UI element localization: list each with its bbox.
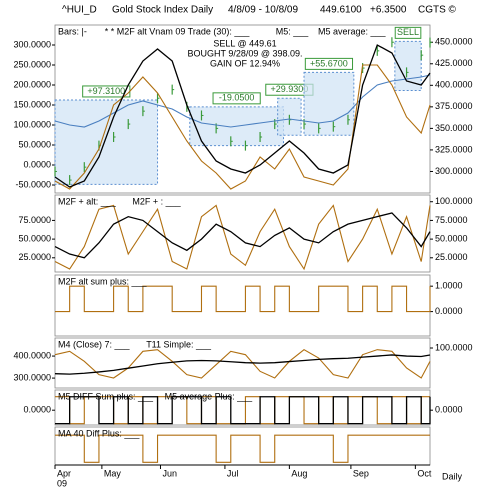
x-tick-label: Jul	[227, 468, 239, 478]
series-line	[55, 285, 431, 313]
y2-tick-label: 425.0000	[435, 58, 473, 68]
change: +6.3500	[370, 5, 407, 16]
trade-label: -19.0500	[219, 93, 255, 103]
trade-box	[54, 99, 159, 185]
y2-tick-label: 325.0000	[435, 144, 473, 154]
y2-tick-label: 25.0000	[435, 252, 468, 262]
y2-tick-label: 350.0000	[435, 123, 473, 133]
legend-label: M2F + : ___	[132, 196, 181, 206]
x-tick-label: May	[104, 468, 122, 478]
y-tick-label: 400.0000	[13, 350, 51, 360]
y-tick-label: 0.0000	[23, 159, 51, 169]
legend-label: Bars: |-	[58, 26, 87, 36]
note: BOUGHT 9/28/09 @ 398.09.	[187, 48, 302, 58]
trade-label-box	[212, 92, 261, 105]
panel	[54, 337, 431, 389]
y-tick-label: 150.0000	[13, 99, 51, 109]
y2-tick-label: 0.0000	[435, 306, 463, 316]
y2-tick-label: 300.0000	[435, 166, 473, 176]
series-line	[54, 74, 431, 128]
credit: CGTS ©	[418, 5, 457, 16]
y-tick-label: 50.0000	[18, 139, 51, 149]
y-tick-label: 0.0000	[23, 405, 51, 415]
series-line	[54, 44, 431, 188]
title: Gold Stock Index Daily	[112, 5, 213, 16]
y-tick-label: 300.0000	[13, 372, 51, 382]
x-tick-label: Aug	[291, 468, 307, 478]
x-tick-label: Sep	[353, 468, 369, 478]
y-tick-label: -50.0000	[15, 179, 51, 189]
trade-label-box	[394, 26, 422, 39]
x-year: 09	[57, 478, 67, 488]
legend-label: MA 40 Diff Plus: ___	[58, 428, 140, 438]
symbol: ^HUI_D	[62, 5, 97, 16]
trade-box	[303, 71, 355, 136]
y2-tick-label: 100.0000	[435, 342, 473, 352]
legend-label: M5 average: ___	[318, 26, 387, 36]
legend-label: M5 average Plus: ___	[165, 391, 254, 401]
legend-label: * * M2F alt Vnam 09 Trade (30): ___	[105, 26, 251, 36]
series-line	[54, 212, 431, 259]
y-tick-label: 50.0000	[18, 233, 51, 243]
legend-label: M5: ___	[276, 26, 310, 36]
y2-tick-label: 1.0000	[435, 281, 463, 291]
series-line	[55, 434, 430, 463]
trade-label-box	[304, 57, 354, 70]
series-line	[55, 396, 430, 425]
y-tick-label: 100.0000	[13, 119, 51, 129]
y-tick-label: 250.0000	[13, 59, 51, 69]
trade-label: SELL	[397, 27, 419, 37]
series-line	[54, 64, 431, 190]
series-line	[54, 349, 431, 379]
note: GAIN OF 12.94%	[210, 58, 280, 68]
trade-label: +29.9300	[270, 84, 308, 94]
y2-tick-label: 400.0000	[435, 80, 473, 90]
y2-tick-label: 100.0000	[435, 196, 473, 206]
y-tick-label: 200.0000	[13, 79, 51, 89]
panel	[54, 194, 431, 273]
legend-label: M2F alt sum plus: ___	[58, 276, 148, 286]
y2-tick-label: 50.0000	[435, 233, 468, 243]
legend-label: T11 Simple: ___	[146, 339, 212, 349]
note: SELL @ 449.61	[213, 38, 276, 48]
y-tick-label: 75.0000	[18, 215, 51, 225]
x-tick-label: Apr	[57, 468, 71, 478]
y2-tick-label: 0.0000	[435, 405, 463, 415]
trade-label: +97.3100	[87, 86, 125, 96]
y-tick-label: 300.0000	[13, 39, 51, 49]
y2-tick-label: 450.0000	[435, 37, 473, 47]
date-range: 4/8/09 - 10/8/09	[228, 5, 298, 16]
series-line	[55, 396, 431, 425]
x-tick-label: Oct	[417, 468, 432, 478]
legend-label: M2F + alt: ___	[58, 196, 117, 206]
legend-label: M5 DIFF Sum plus: ___	[58, 391, 154, 401]
y2-tick-label: 375.0000	[435, 101, 473, 111]
last-price: 449.6100	[320, 5, 362, 16]
y2-tick-label: 75.0000	[435, 215, 468, 225]
x-tick-label: Jun	[162, 468, 177, 478]
series-line	[54, 354, 431, 375]
trade-label: +55.6700	[310, 58, 348, 68]
y-tick-label: 25.0000	[18, 252, 51, 262]
legend-label: M4 (Close) 7: ___	[58, 339, 131, 349]
x-axis-label: Daily	[442, 471, 463, 481]
